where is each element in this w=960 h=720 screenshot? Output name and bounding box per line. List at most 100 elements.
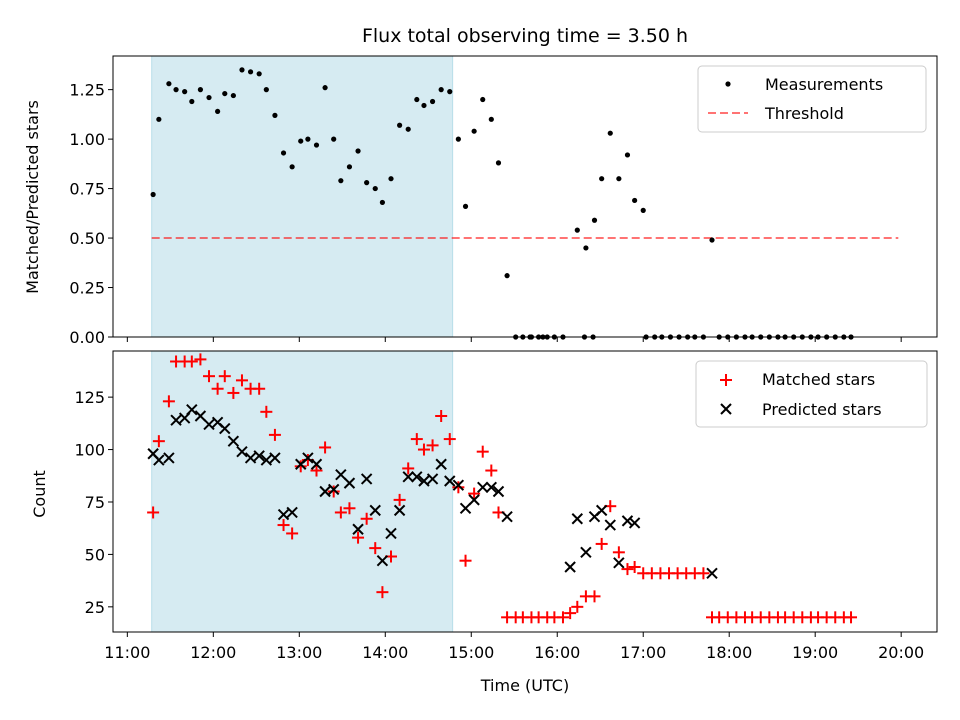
measurement-point	[156, 116, 162, 122]
measurement-point	[298, 138, 304, 144]
predicted-star-point	[327, 483, 340, 496]
measurement-point	[305, 136, 311, 142]
legend-measurements-marker	[725, 81, 731, 87]
y-tick-label: 50	[85, 545, 105, 564]
y-tick-label: 0.00	[69, 328, 105, 347]
predicted-star-point	[604, 519, 616, 531]
measurement-point	[607, 130, 613, 136]
top-y-ticks: 0.00 0.25 0.50 0.75 1.00 1.25	[69, 81, 113, 347]
matched-star-point	[845, 611, 858, 624]
measurement-point	[591, 217, 598, 223]
matched-star-point	[417, 443, 430, 456]
top-panel-frame	[112, 55, 938, 338]
bottom-y-axis-label: Count	[30, 470, 49, 518]
x-tick-label: 18:00	[706, 643, 752, 662]
predicted-star-point	[444, 475, 456, 487]
predicted-star-point	[477, 481, 489, 494]
matched-star-point	[402, 462, 415, 475]
bottom-panel-frame	[112, 350, 938, 633]
matched-star-point	[343, 502, 356, 515]
measurement-point	[414, 96, 420, 103]
predicted-star-point	[376, 554, 389, 567]
shaded-interval-bottom	[151, 350, 454, 633]
matched-star-point	[443, 433, 456, 446]
predicted-star-point	[468, 494, 480, 506]
measurement-point	[405, 126, 411, 132]
matched-star-point	[476, 445, 489, 458]
predicted-star-point	[302, 452, 314, 464]
predicted-star-point	[452, 479, 465, 491]
matched-star-point	[352, 531, 365, 544]
x-tick-label: 13:00	[276, 643, 322, 662]
predicted-star-point	[435, 458, 447, 470]
x-tick-label: 14:00	[362, 643, 408, 662]
predicted-star-point	[402, 471, 414, 483]
measurement-point	[189, 98, 195, 105]
legend-measurements-label: Measurements	[765, 75, 883, 94]
legend-matched-label: Matched stars	[762, 370, 875, 389]
matched-star-point	[595, 537, 608, 550]
measurement-point	[355, 148, 361, 154]
measurement-point	[166, 81, 172, 87]
bottom-x-ticks: 11:00 12:00 13:00 14:00 15:00 16:00 17:00 18:00…	[104, 632, 924, 662]
matched-star-point	[235, 374, 248, 387]
x-tick-label: 11:00	[104, 643, 150, 662]
measurement-point	[632, 197, 638, 204]
y-tick-label: 1.00	[69, 130, 105, 149]
measurement-point	[379, 199, 386, 206]
predicted-star-point	[621, 515, 634, 527]
predicted-star-point	[286, 506, 298, 519]
y-tick-label: 0.75	[69, 180, 105, 199]
y-tick-label: 100	[74, 441, 105, 460]
predicted-star-point	[244, 452, 257, 464]
measurement-point	[429, 98, 436, 105]
predicted-star-point	[360, 473, 373, 485]
measurement-point	[388, 176, 394, 182]
measurement-point	[313, 142, 320, 148]
predicted-star-point	[227, 435, 240, 447]
predicted-star-point	[236, 445, 248, 458]
measurement-point	[247, 69, 254, 75]
measurement-point	[616, 176, 622, 182]
matched-star-point	[218, 370, 231, 383]
matched-star-point	[194, 353, 207, 366]
predicted-star-point	[277, 508, 290, 521]
measurement-point	[574, 227, 580, 233]
y-tick-label: 0.25	[69, 279, 105, 298]
predicted-star-point	[459, 502, 472, 514]
matched-star-point	[410, 433, 423, 446]
top-legend: Measurements Threshold	[697, 65, 927, 133]
measurement-point	[272, 112, 278, 118]
measurement-point	[599, 176, 605, 182]
measurement-point	[331, 136, 337, 142]
measurement-point	[346, 164, 353, 170]
predicted-star-point	[564, 561, 576, 573]
matched-star-point	[203, 370, 216, 383]
matched-star-point	[556, 611, 569, 624]
bottom-y-ticks: 25 50 75 100 125	[74, 388, 113, 617]
predicted-star-point	[269, 452, 281, 464]
measurement-point	[197, 87, 204, 93]
measurement-point	[150, 191, 156, 198]
measurement-point	[640, 207, 646, 213]
y-tick-label: 0.50	[69, 229, 105, 248]
matched-star-point	[310, 464, 323, 477]
matched-star-point	[147, 506, 160, 519]
measurement-point	[495, 160, 502, 166]
predicted-star-point	[485, 481, 498, 494]
measurement-point	[480, 96, 486, 103]
chart-title: Flux total observing time = 3.50 h	[362, 25, 688, 47]
matched-star-point	[376, 586, 389, 599]
predicted-star-point	[385, 527, 397, 540]
matched-star-point	[211, 382, 224, 395]
x-tick-label: 16:00	[534, 643, 580, 662]
top-panel: 0.00 0.25 0.50 0.75 1.00 1.25 Matched/Predict…	[23, 55, 938, 347]
measurement-point	[182, 89, 188, 95]
matched-star-point	[268, 428, 281, 441]
legend-predicted-marker	[720, 403, 732, 415]
matched-star-point	[227, 386, 240, 399]
predicted-star-point	[393, 504, 406, 517]
bottom-legend: Matched stars Predicted stars	[695, 360, 928, 428]
predicted-star-point	[260, 454, 273, 466]
